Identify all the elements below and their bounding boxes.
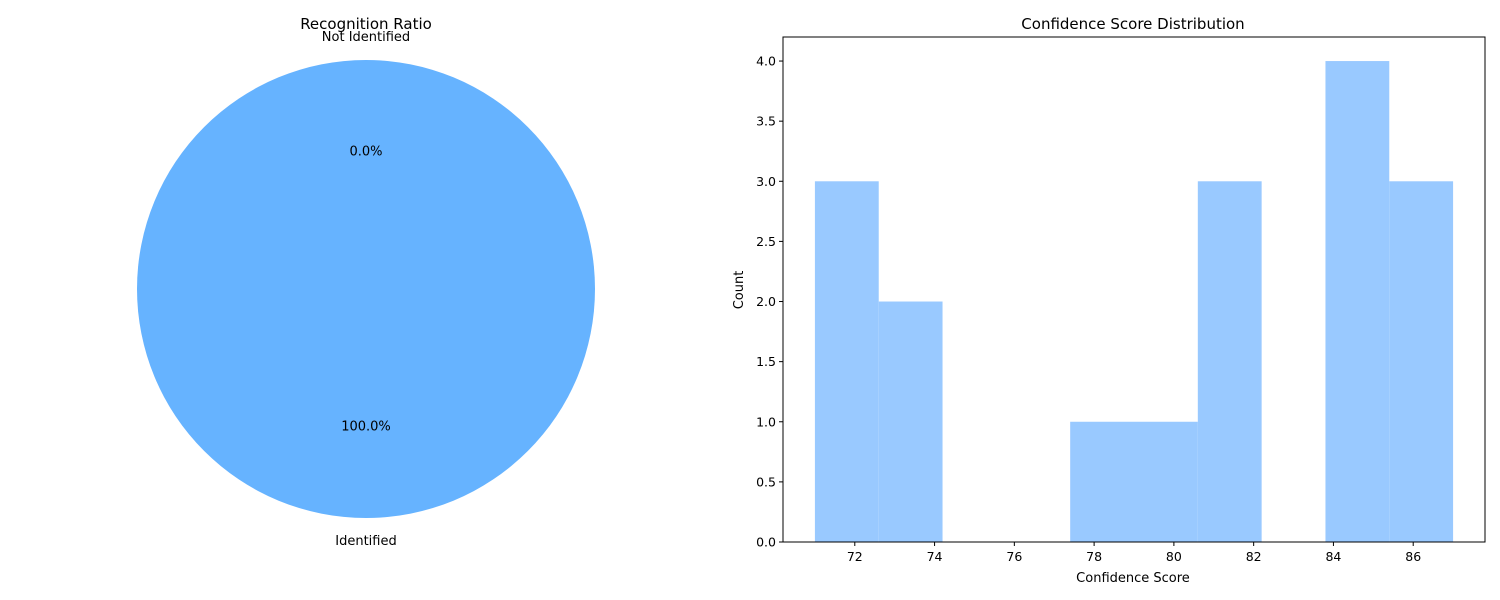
x-tick-label: 82	[1246, 549, 1262, 564]
y-tick-label: 1.0	[756, 414, 776, 429]
x-tick-label: 84	[1325, 549, 1341, 564]
histogram-bars	[814, 61, 1454, 543]
histogram-bar	[1389, 181, 1454, 543]
histogram-bar	[1197, 181, 1262, 543]
pie-labels: Identified 100.0% Not Identified 0.0%	[322, 30, 410, 549]
histogram-chart: Confidence Score Distribution 72 74 76 78 80…	[732, 15, 1486, 586]
histogram-title: Confidence Score Distribution	[1021, 15, 1244, 33]
histogram-bar	[1070, 421, 1134, 542]
y-axis-label: Count	[732, 271, 747, 310]
pie-percent-label: 0.0%	[349, 145, 382, 160]
pie-title: Recognition Ratio	[300, 15, 432, 33]
pie-slices	[137, 60, 595, 518]
histogram-bar	[1134, 421, 1198, 542]
pie-slice-label: Identified	[335, 534, 396, 549]
y-tick-label: 2.0	[756, 294, 776, 309]
x-tick-label: 86	[1405, 549, 1421, 564]
plot-frame	[782, 36, 1486, 543]
x-tick-label: 72	[847, 549, 863, 564]
x-tick-label: 80	[1166, 549, 1182, 564]
pie-slice	[137, 60, 595, 518]
y-tick-label: 3.5	[756, 114, 776, 129]
histogram-bar	[814, 181, 879, 543]
x-tick-label: 74	[927, 549, 943, 564]
histogram-bar	[878, 301, 943, 542]
x-tick-label: 78	[1086, 549, 1102, 564]
x-axis-label: Confidence Score	[1076, 571, 1190, 586]
pie-chart: Recognition Ratio Identified 100.0% Not Id…	[137, 15, 595, 549]
x-axis-ticks: 72 74 76 78 80 82 84 86	[847, 542, 1421, 564]
histogram-bar	[1325, 61, 1390, 543]
pie-slice-label: Not Identified	[322, 30, 410, 45]
y-axis-ticks: 0.0 0.5 1.0 1.5 2.0 2.5 3.0 3.5 4.0	[756, 54, 783, 550]
y-tick-label: 0.0	[756, 535, 776, 550]
pie-percent-label: 100.0%	[341, 419, 391, 434]
y-tick-label: 3.0	[756, 174, 776, 189]
x-tick-label: 76	[1006, 549, 1022, 564]
y-tick-label: 0.5	[756, 474, 776, 489]
y-tick-label: 4.0	[756, 54, 776, 69]
y-tick-label: 2.5	[756, 234, 776, 249]
y-tick-label: 1.5	[756, 354, 776, 369]
